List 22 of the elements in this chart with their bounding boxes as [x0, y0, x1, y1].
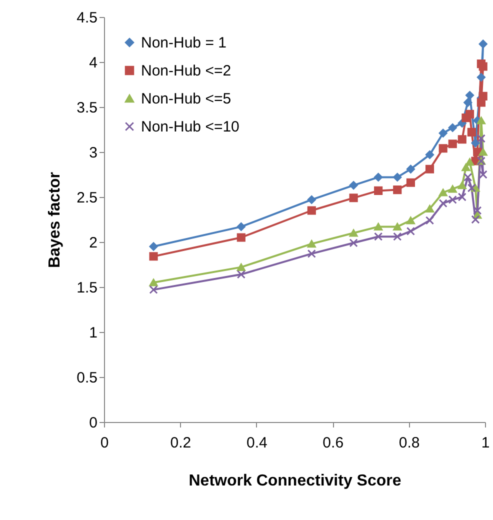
y-tick-label: 3.5 [76, 100, 98, 116]
x-tick-label: 0 [100, 434, 109, 452]
y-tick-label: 1 [89, 324, 98, 342]
y-tick-label: 2 [89, 234, 98, 252]
y-tick-label: 1.5 [76, 280, 98, 296]
y-tick-label: 4.5 [76, 10, 98, 26]
legend-label: Non-Hub <=5 [141, 90, 232, 108]
x-tick-label: 0.8 [398, 434, 420, 452]
x-axis-title: Network Connectivity Score [188, 472, 402, 490]
y-axis-title: Bayes factor [46, 172, 64, 268]
x-tick-label: 0.2 [170, 434, 192, 452]
legend-label: Non-Hub <=10 [141, 118, 240, 136]
y-tick-label: 0 [89, 414, 98, 432]
x-tick-label: 0.6 [322, 434, 344, 452]
y-tick-label: 2.5 [76, 190, 98, 206]
y-tick-label: 4 [89, 54, 98, 72]
x-tick-label: 1 [481, 434, 490, 452]
legend-label: Non-Hub <=2 [141, 62, 232, 80]
y-tick-label: 0.5 [76, 370, 98, 386]
x-tick-label: 0.4 [246, 434, 268, 452]
y-tick-label: 3 [89, 144, 98, 162]
legend-label: Non-Hub = 1 [141, 34, 226, 52]
